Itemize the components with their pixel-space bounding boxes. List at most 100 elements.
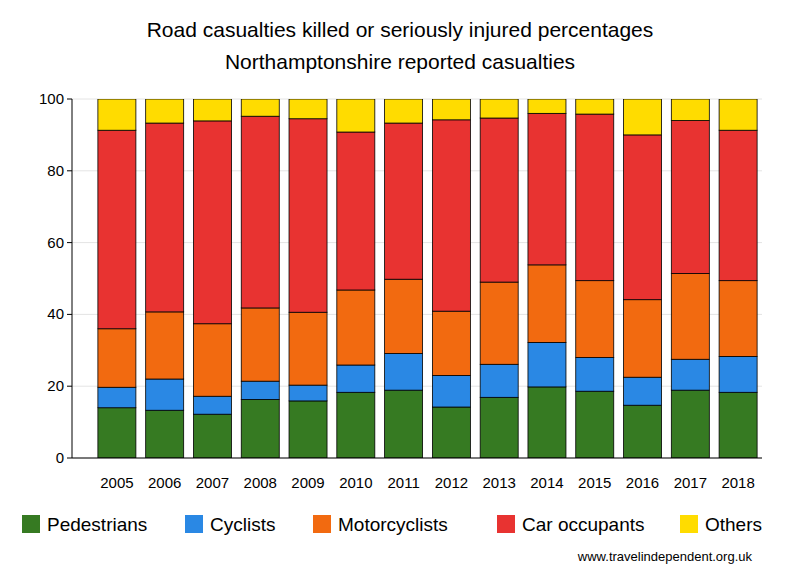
bar-segment: [432, 120, 470, 311]
y-axis: [72, 99, 73, 458]
bar-segment: [624, 405, 662, 458]
bar-segment: [385, 99, 423, 123]
bar-segment: [241, 308, 279, 381]
legend: Pedestrians Cyclists Motorcyclists Car occu…: [22, 514, 762, 535]
x-tick-label: 2014: [530, 474, 563, 491]
bar-segment: [528, 99, 566, 113]
bar-segment: [528, 342, 566, 387]
bar-segment: [241, 399, 279, 458]
bar-segment: [98, 130, 136, 329]
bar-segment: [480, 99, 518, 118]
bar-segment: [385, 123, 423, 279]
bar-segment: [671, 99, 709, 121]
bar-segment: [624, 99, 662, 135]
bar-segment: [98, 408, 136, 458]
bar-segment: [146, 410, 184, 458]
bar-segment: [289, 312, 327, 385]
bar-segment: [719, 130, 757, 280]
bar-segment: [241, 381, 279, 399]
tick-mark: [67, 458, 72, 459]
bar-segment: [289, 99, 327, 119]
y-tick-label: 40: [47, 305, 64, 322]
bar-segment: [432, 407, 470, 458]
x-tick-label: 2005: [100, 474, 133, 491]
legend-label: Pedestrians: [47, 514, 147, 535]
chart: Road casualties killed or seriously inju…: [0, 0, 800, 580]
bar-segment: [432, 99, 470, 120]
subtitle: Northamptonshire reported casualties: [225, 50, 575, 73]
x-tick-label: 2012: [435, 474, 468, 491]
legend-label: Cyclists: [210, 514, 275, 535]
x-tick-label: 2018: [721, 474, 754, 491]
bar-segment: [576, 99, 614, 114]
tick-mark: [67, 314, 72, 315]
x-axis: [72, 458, 762, 459]
bar-segment: [385, 354, 423, 391]
legend-swatch: [313, 515, 331, 533]
bar-segment: [193, 324, 231, 397]
bar-segment: [480, 364, 518, 397]
bar-segment: [241, 116, 279, 308]
tick-mark: [67, 99, 72, 100]
x-tick-label: 2015: [578, 474, 611, 491]
bar-segment: [719, 356, 757, 392]
bar-segment: [719, 392, 757, 458]
x-tick-label: 2010: [339, 474, 372, 491]
tick-mark: [67, 242, 72, 243]
legend-label: Motorcyclists: [338, 514, 448, 535]
bar-segment: [98, 329, 136, 388]
bar-segment: [432, 375, 470, 407]
bar-segment: [146, 123, 184, 312]
bar-segment: [528, 387, 566, 458]
bar-segment: [480, 282, 518, 364]
x-tick-label: 2007: [196, 474, 229, 491]
legend-swatch: [185, 515, 203, 533]
bar-segment: [289, 401, 327, 458]
tick-mark: [67, 386, 72, 387]
bar-segment: [480, 397, 518, 458]
x-tick-label: 2013: [482, 474, 515, 491]
bar-segment: [337, 132, 375, 290]
bar-segment: [576, 391, 614, 458]
bar-segment: [241, 99, 279, 116]
tick-mark: [67, 170, 72, 171]
bar-segment: [624, 135, 662, 300]
bar-segment: [337, 365, 375, 392]
bar-segment: [671, 390, 709, 458]
x-tick-label: 2011: [387, 474, 419, 491]
bar-segment: [337, 392, 375, 458]
bar-segment: [671, 273, 709, 359]
bar-segment: [671, 359, 709, 390]
bar-segment: [624, 377, 662, 405]
legend-swatch: [22, 515, 40, 533]
bar-segment: [193, 414, 231, 458]
y-tick-label: 0: [56, 449, 64, 466]
bar-segment: [385, 279, 423, 353]
bar-segment: [576, 357, 614, 391]
bar-segment: [576, 281, 614, 358]
title: Road casualties killed or seriously inju…: [147, 18, 654, 41]
x-tick-label: 2009: [291, 474, 324, 491]
bar-segment: [146, 379, 184, 410]
bar-segment: [98, 387, 136, 407]
y-tick-label: 60: [47, 234, 64, 251]
legend-label: Others: [705, 514, 762, 535]
bars: [98, 99, 757, 458]
bar-segment: [576, 114, 614, 281]
y-tick-label: 20: [47, 377, 64, 394]
bar-segment: [289, 385, 327, 401]
bar-segment: [146, 312, 184, 379]
legend-label: Car occupants: [522, 514, 645, 535]
bar-segment: [193, 99, 231, 121]
bar-segment: [193, 396, 231, 414]
bar-segment: [289, 119, 327, 313]
bar-segment: [528, 113, 566, 264]
bar-segment: [337, 99, 375, 132]
bar-segment: [385, 390, 423, 458]
bar-segment: [719, 99, 757, 130]
x-tick-label: 2006: [148, 474, 181, 491]
legend-swatch: [680, 515, 698, 533]
grid-line: [72, 458, 762, 459]
x-tick-label: 2016: [626, 474, 659, 491]
x-tick-label: 2008: [244, 474, 277, 491]
